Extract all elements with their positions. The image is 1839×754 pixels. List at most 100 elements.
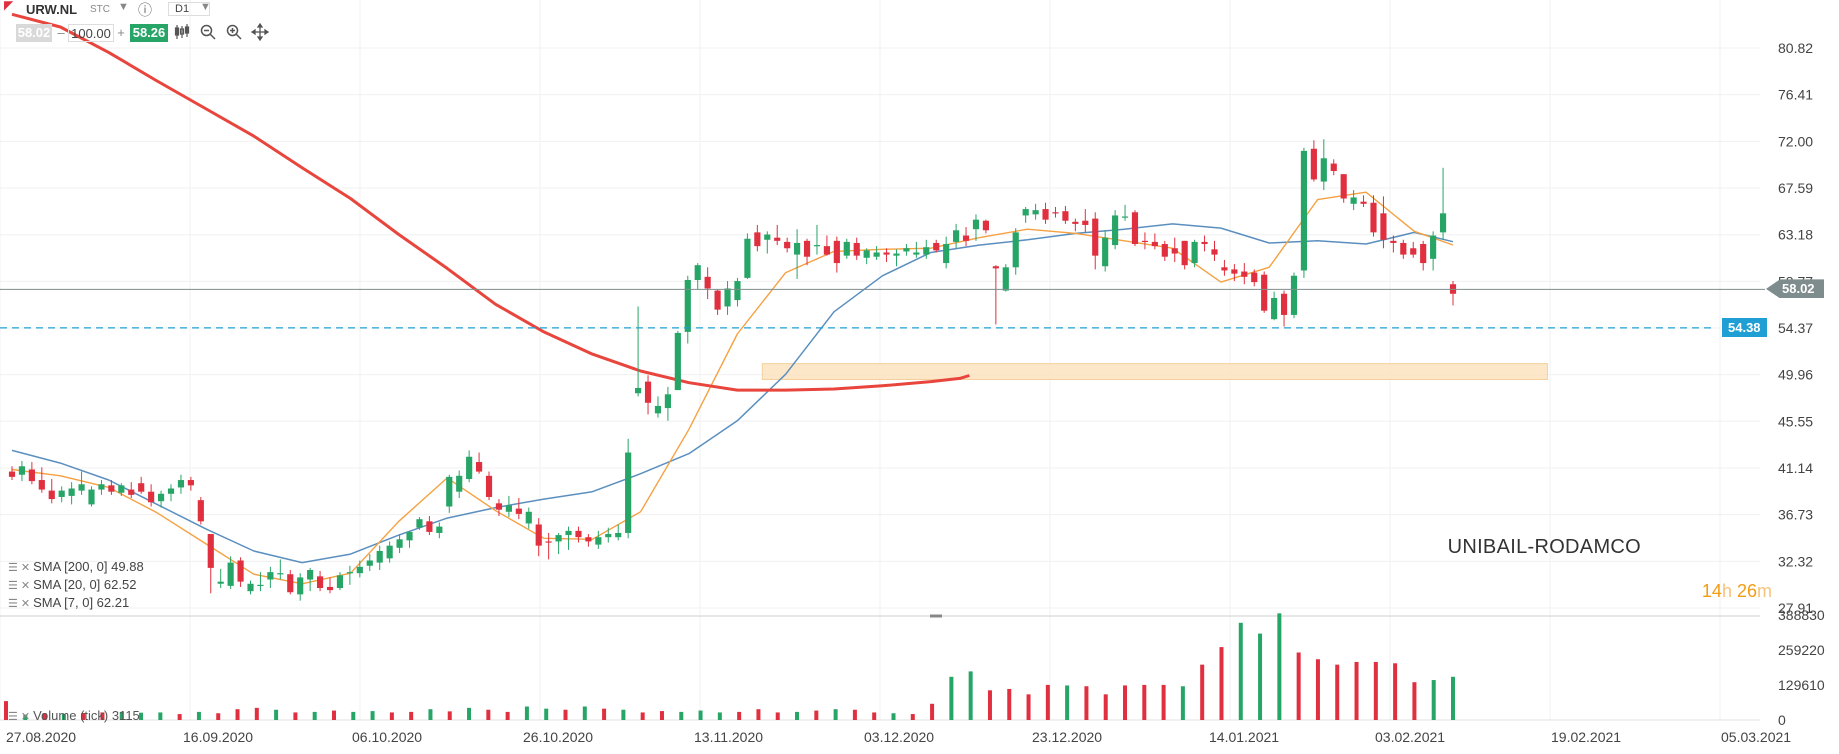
volume-bar: [833, 709, 838, 720]
settings-icon[interactable]: ☰: [8, 562, 18, 574]
volume-bar: [4, 701, 8, 720]
price-tick-label: 80.82: [1778, 40, 1813, 56]
current-price-badge: 58.02: [1766, 279, 1824, 299]
candle-body: [376, 550, 383, 563]
close-icon[interactable]: ✕: [20, 598, 31, 610]
sma-legend-item[interactable]: ☰ ✕ SMA [7, 0] 62.21: [8, 594, 144, 612]
time-tick-label: 14.01.2021: [1209, 729, 1279, 745]
candle: [1022, 206, 1029, 223]
candle-body: [28, 469, 35, 482]
candle: [1221, 259, 1228, 276]
zoom-out-icon[interactable]: [198, 23, 218, 43]
timeframe-select[interactable]: D1: [168, 2, 211, 16]
volume-bar: [1161, 684, 1166, 720]
candle-body: [38, 480, 45, 490]
candle: [177, 474, 185, 494]
volume-bar: [1219, 647, 1224, 720]
sma7-line: [11, 191, 1454, 585]
volume-label: Volume (tick) 3115: [33, 708, 140, 723]
candle-body: [1251, 272, 1258, 283]
candle-body: [118, 485, 125, 493]
candle: [1241, 263, 1248, 285]
candle-body: [1300, 150, 1308, 271]
chevron-down-icon[interactable]: ▼: [200, 1, 211, 13]
candle: [118, 483, 125, 496]
candle-body: [356, 566, 363, 574]
level-price-badge[interactable]: 54.38: [1722, 317, 1767, 337]
time-tick-label: 05.03.2021: [1721, 729, 1791, 745]
candle-body: [644, 381, 652, 403]
volume-bar: [582, 706, 587, 720]
crosshair-icon[interactable]: [250, 22, 270, 43]
candle-body: [287, 574, 294, 593]
candle: [1002, 264, 1009, 292]
candle-body: [1012, 232, 1019, 268]
candle-body: [1151, 241, 1158, 247]
settings-icon[interactable]: ☰: [8, 598, 18, 610]
close-icon[interactable]: ✕: [20, 580, 31, 592]
sma-legend-item[interactable]: ☰ ✕ SMA [20, 0] 62.52: [8, 576, 144, 594]
close-icon[interactable]: ✕: [20, 711, 31, 723]
candle-body: [744, 238, 751, 278]
settings-icon[interactable]: ☰: [8, 711, 18, 723]
candle-body: [535, 524, 542, 546]
candle: [1102, 230, 1109, 272]
symbol-label[interactable]: URW.NL: [26, 2, 78, 17]
candle-body: [396, 539, 403, 548]
zoom-in-icon[interactable]: [224, 23, 244, 43]
price-axis: 80.8276.4172.0067.5963.1858.7754.3749.96…: [1778, 40, 1813, 616]
flag-icon: ◤: [4, 0, 14, 12]
bid-price[interactable]: 58.02: [16, 24, 52, 42]
candle: [68, 482, 75, 505]
chevron-down-icon[interactable]: ▼: [118, 1, 129, 13]
close-icon[interactable]: ✕: [20, 562, 31, 574]
candle-body: [237, 560, 244, 582]
settings-icon[interactable]: ☰: [8, 580, 18, 592]
volume-bar: [447, 711, 452, 720]
candle: [1420, 240, 1427, 271]
ask-price[interactable]: 58.26: [130, 24, 168, 42]
volume-legend[interactable]: ☰ ✕ Volume (tick) 3115: [8, 708, 140, 723]
volume-bar: [1335, 664, 1340, 720]
volume-axis: 388830 259220 129610 0: [1778, 607, 1825, 728]
countdown-h: h: [1721, 581, 1732, 601]
price-tick-label: 41.14: [1778, 460, 1813, 476]
volume-bar: [1026, 694, 1031, 720]
candle: [1181, 240, 1188, 270]
volume-bar: [486, 709, 491, 720]
candle-body: [456, 475, 463, 492]
candle: [356, 560, 363, 578]
candle: [336, 572, 344, 591]
candle: [207, 534, 214, 594]
candle-body: [1340, 174, 1347, 199]
info-icon[interactable]: ⓘ: [138, 2, 152, 18]
candle: [366, 554, 373, 572]
volume-bar: [1065, 685, 1070, 720]
volume-bar: [852, 709, 857, 720]
candle-body: [1171, 248, 1178, 254]
candle: [943, 236, 950, 269]
candle-body: [635, 387, 642, 394]
candle-body: [1201, 241, 1208, 245]
candle-body: [823, 246, 830, 255]
candle: [515, 498, 522, 520]
candle: [157, 490, 165, 508]
volume-input[interactable]: 100.00: [68, 24, 114, 42]
time-axis: 27.08.2020 16.09.2020 06.10.2020 26.10.2020…: [6, 729, 1791, 745]
candle: [58, 486, 65, 503]
candle: [833, 236, 840, 273]
candle: [654, 396, 662, 418]
candle-body: [883, 252, 890, 255]
volume-bar: [158, 712, 163, 720]
volume-bar: [100, 712, 105, 720]
volume-bar: [930, 703, 935, 720]
candle-body: [138, 483, 145, 492]
plus-button[interactable]: +: [117, 25, 125, 40]
volume-bar: [274, 709, 279, 720]
sma-legend-item[interactable]: ☰ ✕ SMA [200, 0] 49.88: [8, 558, 144, 576]
candlestick-icon[interactable]: [172, 23, 192, 43]
candle-body: [605, 534, 612, 538]
candle: [605, 527, 612, 543]
minus-button[interactable]: –: [57, 25, 65, 40]
